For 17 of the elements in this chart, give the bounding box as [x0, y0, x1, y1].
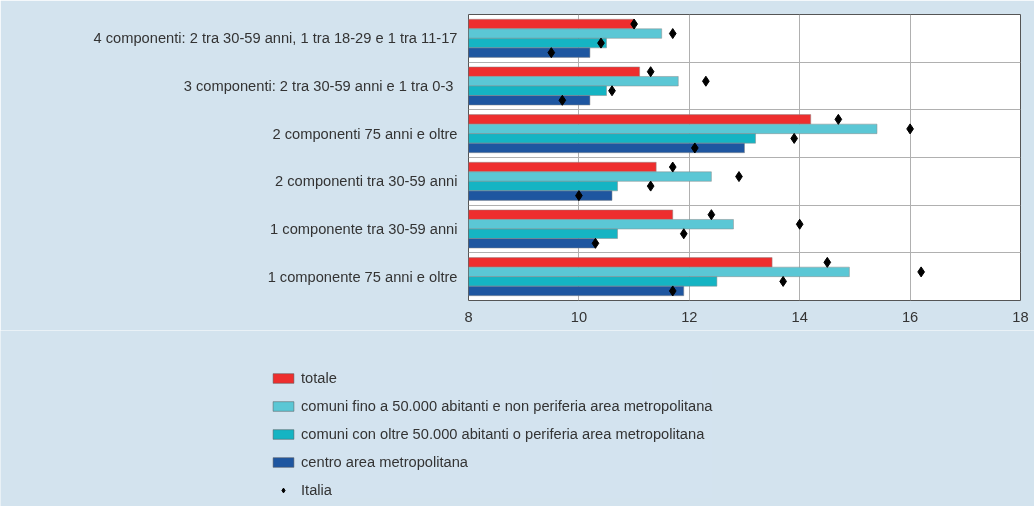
legend-label: comuni con oltre 50.000 abitanti o periferia area metropolitana — [301, 426, 705, 442]
x-tick-label: 10 — [570, 308, 588, 325]
y-tick-label: 3 componenti: 2 tra 30-59 anni e 1 tra 0-3 — [183, 78, 454, 94]
y-tick-label: 1 componente 75 anni e oltre — [267, 268, 458, 285]
y-tick-label: 2 componenti tra 30-59 anni — [274, 173, 458, 190]
y-tick-label: 1 componente tra 30-59 anni — [270, 221, 458, 237]
y-tick-label: 4 componenti: 2 tra 30-59 anni, 1 tra 18-29 e 1 tra 11-17 — [93, 30, 458, 47]
x-tick-label: 14 — [791, 308, 808, 325]
x-tick-label: 16 — [901, 308, 919, 325]
legend-label: comuni fino a 50.000 abitanti e non periferia area metropolitana — [301, 398, 713, 414]
y-tick-label: 2 componenti 75 anni e oltre — [272, 125, 458, 142]
x-tick-label: 8 — [464, 308, 473, 325]
legend-label: centro area metropolitana — [301, 454, 469, 470]
legend-label: Italia — [301, 482, 332, 498]
x-tick-label: 18 — [1012, 308, 1029, 325]
x-tick-label: 12 — [681, 308, 698, 325]
legend-label: totale — [301, 370, 337, 386]
